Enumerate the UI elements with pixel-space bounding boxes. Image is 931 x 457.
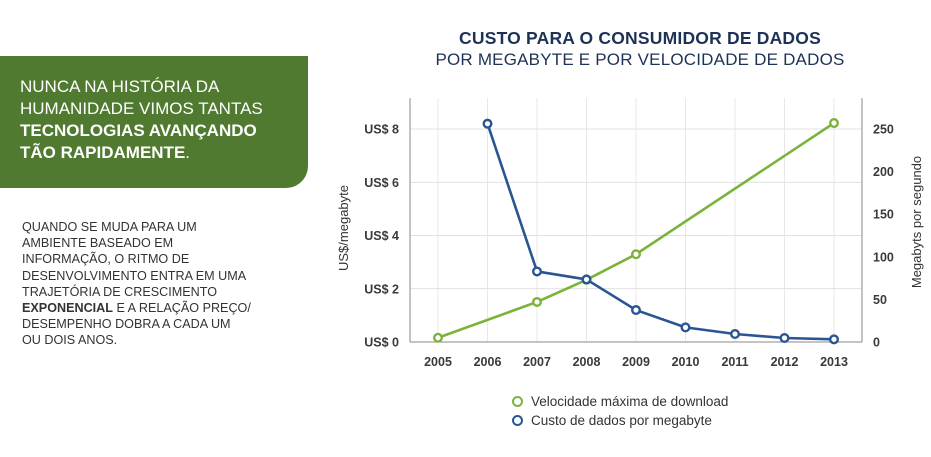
data-point bbox=[532, 266, 543, 277]
y-left-tick-label: US$ 2 bbox=[364, 282, 399, 296]
body-line-8: OU DOIS ANOS. bbox=[22, 333, 118, 348]
y-left-tick-label: US$ 6 bbox=[364, 176, 399, 190]
y-left-tick-label: US$ 8 bbox=[364, 123, 399, 137]
headline-line-3: TECNOLOGIAS AVANÇANDO bbox=[20, 121, 257, 140]
headline-line-2: HUMANIDADE VIMOS TANTAS bbox=[20, 99, 263, 118]
headline-line-1: NUNCA NA HISTÓRIA DA bbox=[20, 77, 220, 96]
x-tick-label: 2007 bbox=[523, 355, 551, 369]
series-line-1 bbox=[486, 122, 836, 341]
legend-item-speed: Velocidade máxima de download bbox=[512, 392, 728, 411]
body-emphasis: EXPONENCIAL bbox=[22, 301, 113, 316]
data-point bbox=[779, 333, 790, 344]
data-point bbox=[581, 274, 592, 285]
x-tick-label: 2013 bbox=[820, 355, 848, 369]
chart-title: CUSTO PARA O CONSUMIDOR DE DADOS bbox=[459, 28, 821, 48]
legend-item-cost: Custo de dados por megabyte bbox=[512, 411, 728, 430]
data-point bbox=[532, 296, 543, 307]
x-tick-label: 2009 bbox=[622, 355, 650, 369]
y-left-tick-label: US$ 0 bbox=[364, 336, 399, 350]
y-right-tick-label: 250 bbox=[873, 123, 894, 137]
x-tick-label: 2006 bbox=[474, 355, 502, 369]
series bbox=[433, 118, 840, 345]
y-left-axis-title: US$/megabyte bbox=[336, 185, 351, 271]
legend-marker-cost bbox=[512, 415, 523, 426]
body-paragraph: QUANDO SE MUDA PARA UM AMBIENTE BASEADO … bbox=[22, 219, 302, 349]
body-line-3: INFORMAÇÃO, O RITMO DE bbox=[22, 252, 190, 267]
y-right-axis-title: Megabyts por segundo bbox=[909, 156, 924, 288]
legend-marker-speed bbox=[512, 396, 523, 407]
body-line-5: TRAJETÓRIA DE CRESCIMENTO bbox=[22, 284, 217, 299]
legend-label-cost: Custo de dados por megabyte bbox=[531, 413, 712, 428]
body-line-1: QUANDO SE MUDA PARA UM bbox=[22, 220, 197, 234]
y-right-tick-label: 150 bbox=[873, 208, 894, 222]
x-tick-label: 2011 bbox=[721, 355, 748, 369]
data-point bbox=[482, 118, 493, 129]
headline-emphasis: TÃO RAPIDAMENTE bbox=[20, 143, 186, 162]
legend: Velocidade máxima de download Custo de d… bbox=[512, 392, 728, 430]
headline-period: . bbox=[185, 143, 191, 162]
y-right-tick-label: 100 bbox=[873, 250, 894, 264]
data-point bbox=[631, 305, 642, 316]
data-point bbox=[631, 249, 642, 260]
x-tick-label: 2008 bbox=[573, 355, 601, 369]
body-line-6: EXPONENCIAL E A RELAÇÃO PREÇO/ bbox=[22, 300, 302, 316]
body-line-6-end: E A RELAÇÃO PREÇO/ bbox=[112, 301, 251, 316]
x-tick-label: 2005 bbox=[424, 355, 452, 369]
y-right-tick-label: 50 bbox=[873, 293, 887, 307]
chart-subtitle: POR MEGABYTE E POR VELOCIDADE DE DADOS bbox=[435, 50, 845, 69]
data-point bbox=[829, 334, 840, 345]
legend-label-speed: Velocidade máxima de download bbox=[531, 394, 729, 409]
data-point bbox=[433, 332, 444, 343]
data-point bbox=[829, 118, 840, 129]
y-left-tick-label: US$ 4 bbox=[364, 229, 399, 243]
data-point bbox=[730, 329, 741, 340]
headline-banner: NUNCA NA HISTÓRIA DA HUMANIDADE VIMOS TA… bbox=[0, 56, 308, 188]
x-tick-label: 2012 bbox=[771, 355, 799, 369]
y-right-tick-label: 0 bbox=[873, 336, 880, 350]
axis-labels: US$ 0 US$ 2 US$ 4 US$ 6 US$ 8 2005 2006 2007 200… bbox=[336, 123, 924, 370]
body-line-2: AMBIENTE BASEADO EM bbox=[22, 236, 174, 251]
data-point bbox=[680, 322, 691, 333]
x-tick-label: 2010 bbox=[672, 355, 700, 369]
body-line-4: DESENVOLVIMENTO ENTRA EM UMA bbox=[22, 268, 247, 283]
body-line-7: DESEMPENHO DOBRA A CADA UM bbox=[22, 317, 231, 332]
headline-line-4: TÃO RAPIDAMENTE. bbox=[20, 142, 288, 164]
y-right-tick-label: 200 bbox=[873, 165, 894, 179]
